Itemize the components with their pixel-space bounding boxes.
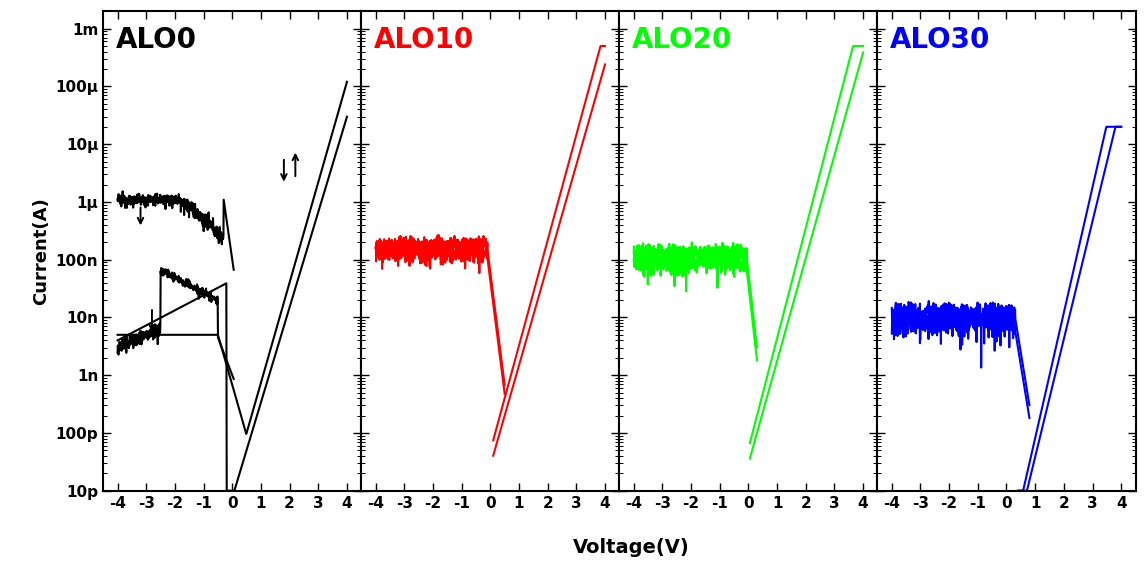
Y-axis label: Current(A): Current(A) — [32, 197, 50, 305]
Text: ALO30: ALO30 — [890, 25, 991, 54]
Text: Voltage(V): Voltage(V) — [572, 537, 689, 557]
Text: ALO20: ALO20 — [632, 25, 733, 54]
Text: ALO10: ALO10 — [374, 25, 475, 54]
Text: ALO0: ALO0 — [116, 25, 197, 54]
